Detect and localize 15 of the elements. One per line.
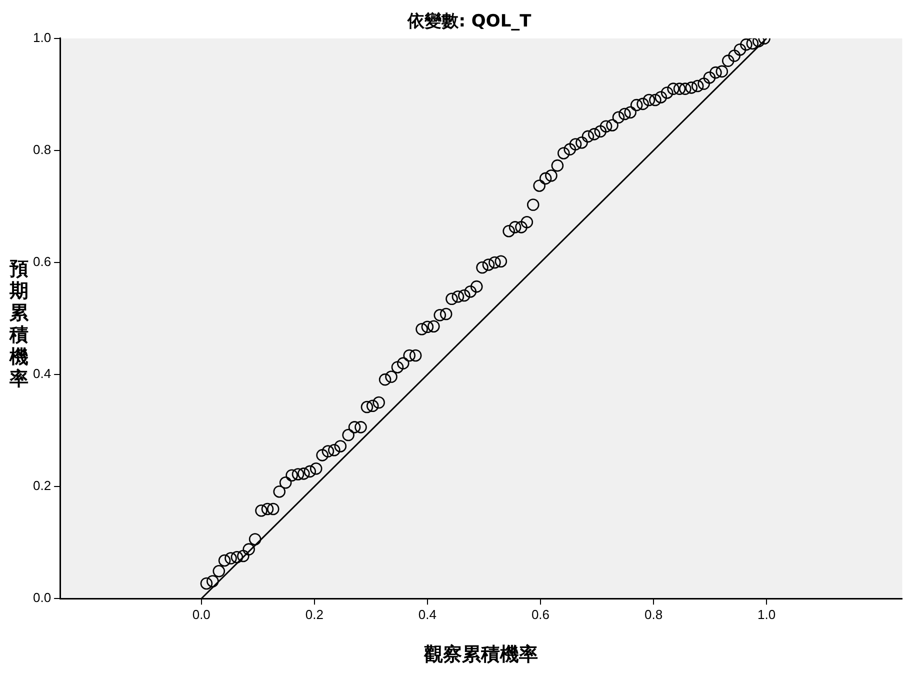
x-tick-label: 1.0 (758, 606, 776, 622)
y-axis-title: 預期累積機率 (8, 258, 30, 390)
x-tick-label: 0.6 (531, 606, 550, 622)
x-tick-label: 0.4 (418, 606, 436, 622)
x-axis-title: 觀察累積機率 (423, 644, 538, 666)
x-tick-label: 0.8 (644, 606, 663, 622)
x-tick-label: 0.0 (192, 606, 210, 622)
x-tick-label: 0.2 (305, 606, 324, 622)
y-tick-label: 0.6 (32, 254, 52, 270)
y-tick-label: 0.2 (32, 478, 52, 494)
y-tick-label: 0.8 (32, 142, 52, 158)
y-tick-label: 1.0 (32, 30, 52, 45)
y-tick-label: 0.4 (32, 366, 52, 382)
chart-title: 依變數: QOL_T (406, 12, 532, 32)
y-tick-label: 0.0 (32, 590, 52, 606)
